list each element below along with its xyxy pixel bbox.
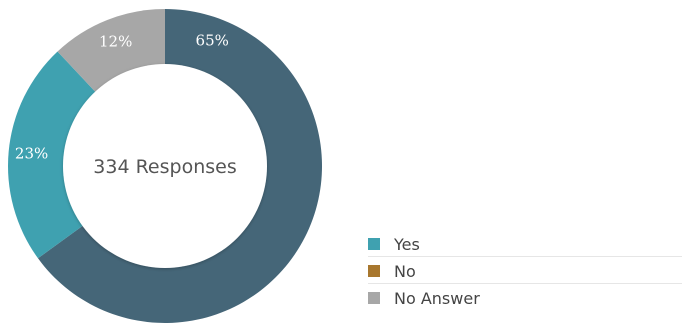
slice-label-no-answer: 12% — [99, 32, 132, 50]
legend: Yes No No Answer — [368, 232, 682, 312]
legend-swatch-no-answer — [368, 292, 380, 304]
legend-label-no-answer: No Answer — [394, 288, 480, 308]
legend-label-no: No — [394, 261, 416, 281]
legend-item-yes[interactable]: Yes — [368, 232, 682, 257]
legend-item-no[interactable]: No — [368, 259, 682, 284]
legend-swatch-yes — [368, 238, 380, 250]
donut-hole — [63, 64, 267, 268]
legend-swatch-no — [368, 265, 380, 277]
donut-chart: 65% 23% 12% 334 Responses — [7, 9, 322, 324]
slice-labels: 65% 23% 12% — [15, 32, 229, 163]
slice-label-yes: 23% — [15, 144, 48, 162]
legend-label-yes: Yes — [394, 234, 420, 254]
legend-item-no-answer[interactable]: No Answer — [368, 286, 682, 310]
slice-label-no: 65% — [196, 32, 229, 50]
center-text: 334 Responses — [93, 156, 236, 178]
